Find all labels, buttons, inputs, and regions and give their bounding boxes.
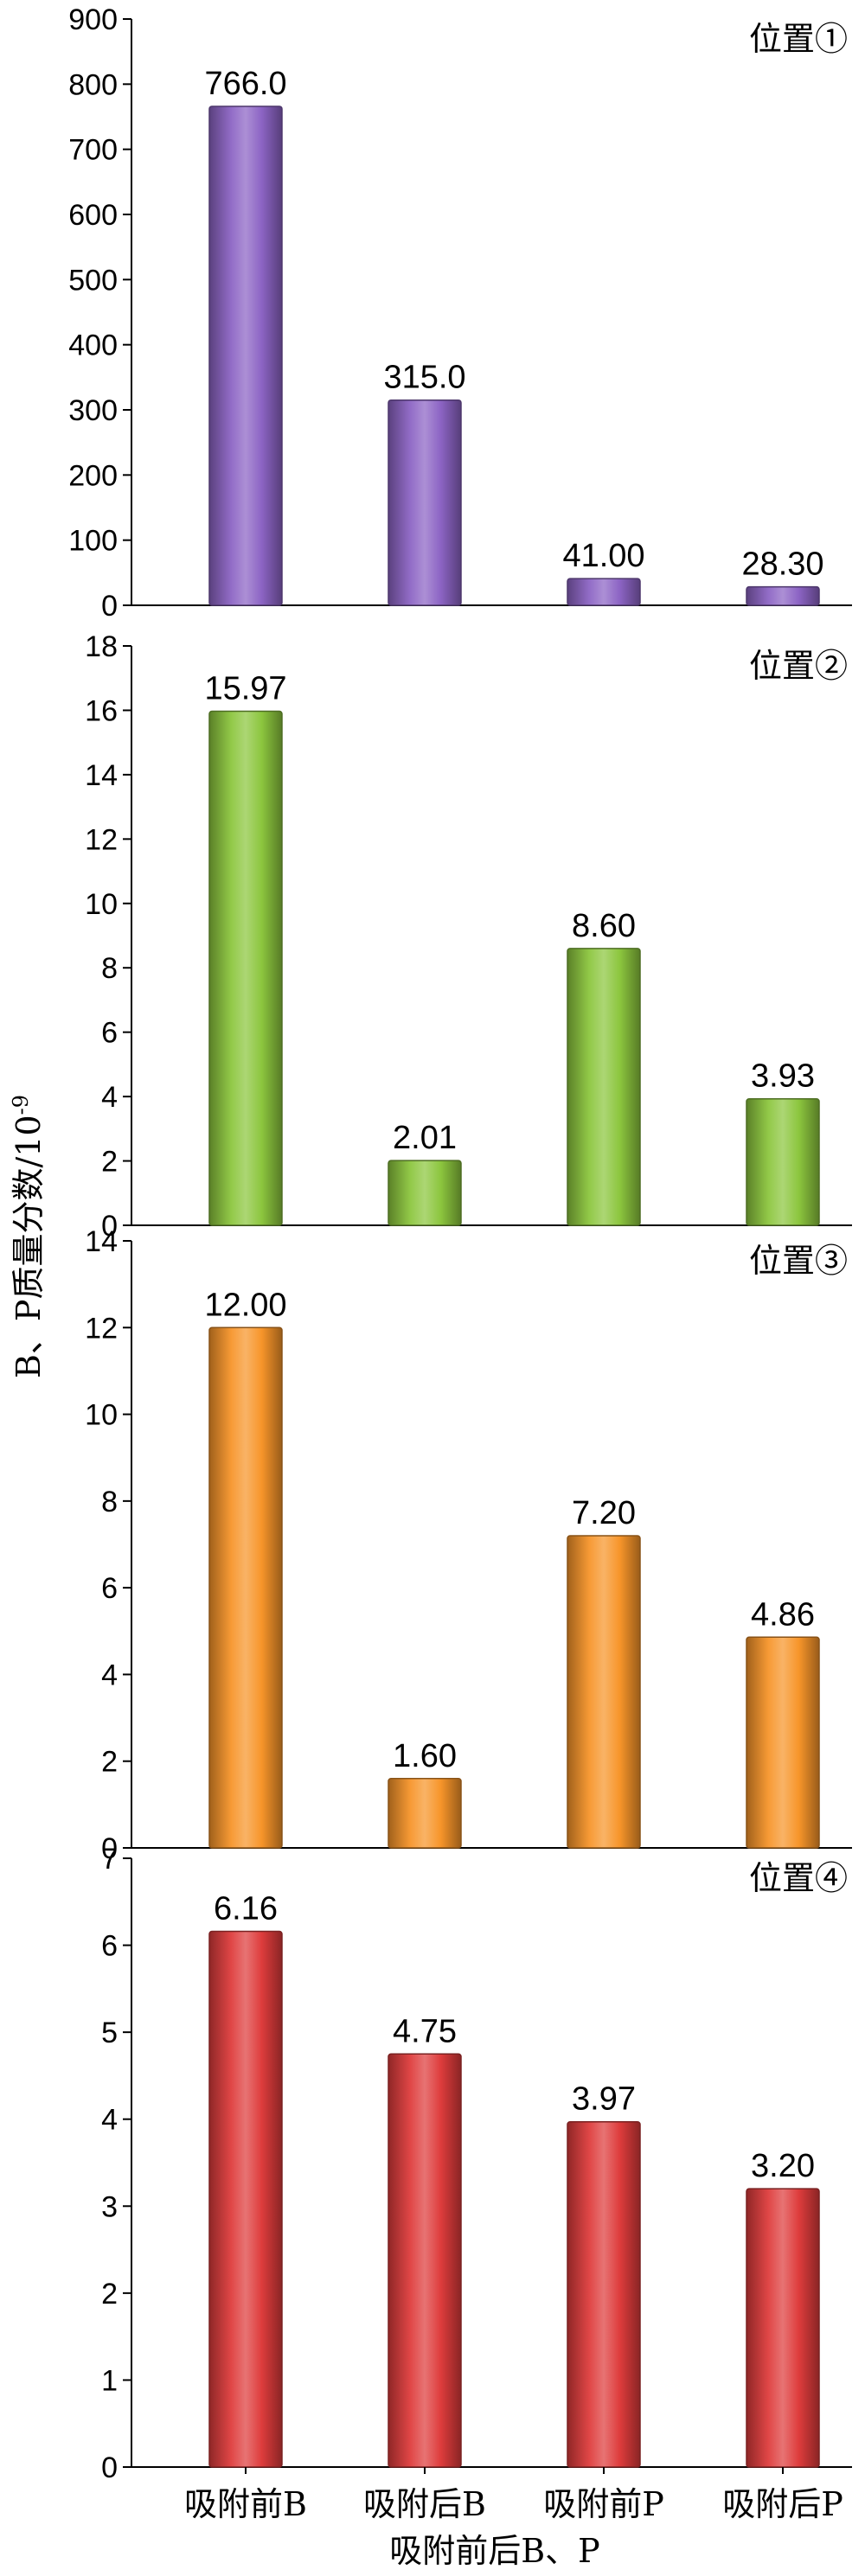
y-tick-label: 700: [68, 134, 118, 167]
y-tick-label: 6: [101, 1930, 118, 1963]
y-tick-label: 200: [68, 459, 118, 492]
bar-value-label: 2.01: [393, 1120, 457, 1156]
bar-value-label: 315.0: [383, 360, 465, 396]
bar-value-label: 41.00: [562, 538, 644, 574]
bar-value-label: 1.60: [393, 1738, 457, 1774]
y-tick-label: 0: [101, 1832, 118, 1865]
bar-4-4: [746, 2188, 820, 2468]
y-tick-label: 0: [101, 590, 118, 623]
bar-2-2: [388, 1160, 462, 1226]
bar-4-3: [567, 2120, 641, 2468]
y-tick-label: 16: [85, 694, 118, 727]
bar-2-3: [567, 948, 641, 1226]
bar-3-3: [567, 1535, 641, 1849]
y-tick-label: 4: [101, 2104, 118, 2137]
y-tick-label: 6: [101, 1017, 118, 1050]
y-tick-label: 14: [85, 759, 118, 792]
x-tick-label: 吸附前P: [543, 2485, 664, 2523]
bar-value-label: 7.20: [572, 1495, 636, 1531]
y-tick-label: 800: [68, 68, 118, 101]
y-tick-label: 2: [101, 1746, 118, 1779]
bar-3-4: [746, 1636, 820, 1849]
y-tick-label: 2: [101, 1146, 118, 1179]
y-tick-label: 10: [85, 1399, 118, 1432]
x-tick-label: 吸附前B: [184, 2485, 307, 2523]
x-axis-title: 吸附前后B、P: [389, 2532, 600, 2570]
y-tick-label: 2: [101, 2278, 118, 2311]
x-tick-label: 吸附后B: [363, 2485, 486, 2523]
chart-panel-1: 0 100 200 300 400 500 600 700 800 900 766.0 315.0 41…: [68, 3, 852, 623]
bar-4-2: [388, 2053, 462, 2468]
bar-value-label: 6.16: [214, 1890, 278, 1927]
y-tick-label: 500: [68, 264, 118, 297]
bar-value-label: 3.93: [751, 1058, 815, 1095]
bar-value-label: 3.20: [751, 2148, 815, 2184]
y-tick-label: 18: [85, 630, 118, 663]
bar-value-label: 766.0: [204, 66, 286, 102]
y-tick-label: 400: [68, 329, 118, 362]
bar-3-2: [388, 1778, 462, 1849]
y-tick-label: 12: [85, 823, 118, 856]
y-tick-label: 7: [101, 1843, 118, 1876]
y-tick-label: 3: [101, 2190, 118, 2223]
bar-value-label: 4.86: [751, 1596, 815, 1633]
bar-value-label: 8.60: [572, 908, 636, 944]
y-tick-label: 5: [101, 2017, 118, 2049]
bar-value-label: 3.97: [572, 2081, 636, 2118]
y-tick-label: 12: [85, 1312, 118, 1345]
y-tick-label: 6: [101, 1572, 118, 1605]
y-tick-label: 10: [85, 888, 118, 921]
bar-1-3: [567, 578, 641, 606]
y-tick-label: 600: [68, 199, 118, 232]
y-tick-label: 900: [68, 3, 118, 36]
y-tick-label: 4: [101, 1659, 118, 1691]
panel-label: 位置④: [749, 1859, 848, 1897]
y-axis-title-text: B、P质量分数/10: [10, 1115, 48, 1378]
panel-label: 位置①: [749, 20, 848, 58]
bar-value-label: 4.75: [393, 2013, 457, 2049]
chart-panel-2: 0 2 4 6 8 10 12 14 16 18 15.97 2.01 8.60 3.93 位置②: [85, 630, 852, 1243]
chart-panels: 0100200300400500600700800900766.0315.041…: [68, 3, 852, 2484]
bar-3-1: [208, 1326, 283, 1849]
y-axis-title: B、P质量分数/10-9: [9, 1095, 48, 1378]
bar-value-label: 28.30: [741, 547, 823, 583]
y-tick-label: 4: [101, 1081, 118, 1114]
y-tick-label: 0: [101, 1210, 118, 1243]
x-tick-label: 吸附后P: [722, 2485, 843, 2523]
bar-1-1: [208, 105, 283, 606]
y-tick-label: 1: [101, 2364, 118, 2397]
bar-1-2: [388, 399, 462, 606]
y-tick-label: 14: [85, 1225, 118, 1258]
y-tick-label: 8: [101, 952, 118, 985]
x-category-labels: 吸附前B 吸附后B 吸附前P 吸附后P: [184, 2467, 843, 2523]
bar-4-1: [208, 1930, 283, 2468]
y-axis-title-exponent: -9: [9, 1095, 33, 1115]
bar-value-label: 12.00: [204, 1287, 286, 1323]
panel-label: 位置③: [749, 1242, 848, 1280]
y-tick-label: 100: [68, 525, 118, 558]
chart-panel-4: 0 1 2 3 4 5 6 7 6.16 4.75 3.97 3.20 位置④: [101, 1843, 852, 2484]
bar-2-1: [208, 710, 283, 1226]
y-tick-label: 8: [101, 1486, 118, 1518]
y-tick-label: 0: [101, 2451, 118, 2484]
chart-panel-3: 0 2 4 6 8 10 12 14 12.00 1.60 7.20 4.86 位置③: [85, 1225, 852, 1865]
bar-2-4: [746, 1097, 820, 1226]
bar-1-4: [746, 585, 820, 606]
panel-label: 位置②: [749, 647, 848, 685]
y-tick-label: 300: [68, 394, 118, 427]
bar-value-label: 15.97: [204, 671, 286, 707]
